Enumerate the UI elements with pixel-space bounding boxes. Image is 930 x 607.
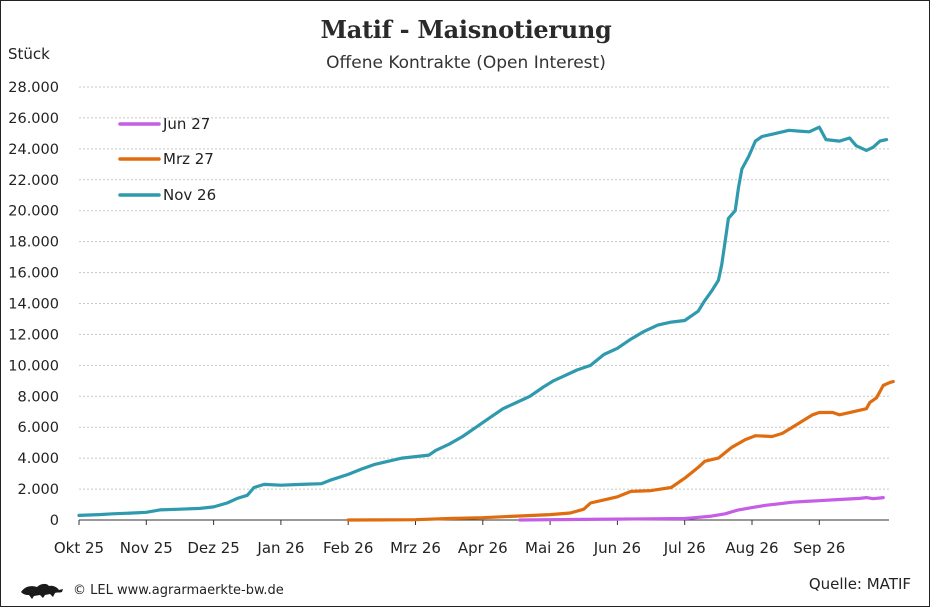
lion-logo-icon: [21, 583, 63, 599]
footer-copyright-text: © LEL www.agrarmaerkte-bw.de: [73, 582, 284, 598]
x-tick-label: Jul 26: [663, 539, 706, 557]
chart-subtitle: Offene Kontrakte (Open Interest): [326, 53, 606, 73]
y-tick-label: 28.000: [8, 80, 59, 96]
y-tick-label: 2.000: [17, 482, 59, 498]
x-tick-label: Feb 26: [323, 539, 373, 557]
x-tick-label: Dez 25: [187, 539, 240, 557]
x-tick-label: Nov 25: [120, 539, 173, 557]
legend-label-nov-26: Nov 26: [163, 186, 216, 204]
y-tick-label: 16.000: [8, 266, 59, 282]
legend-label-mrz-27: Mrz 27: [163, 150, 214, 168]
y-axis-unit-label: Stück: [8, 45, 50, 63]
y-tick-label: 22.000: [8, 173, 59, 189]
x-tick-label: Mrz 26: [390, 539, 441, 557]
y-tick-label: 8.000: [17, 389, 59, 405]
y-tick-label: 18.000: [8, 235, 59, 251]
footer-copyright: © LEL www.agrarmaerkte-bw.de: [19, 580, 284, 600]
y-tick-label: 0: [50, 513, 59, 529]
y-tick-label: 4.000: [17, 451, 59, 467]
y-tick-label: 6.000: [17, 420, 59, 436]
series-line-jun-27: [518, 496, 885, 522]
x-tick-label: Jan 26: [256, 539, 304, 557]
x-tick-label: Apr 26: [458, 539, 508, 557]
x-tick-label: Jun 26: [593, 539, 641, 557]
x-tick-label: Aug 26: [725, 539, 778, 557]
y-tick-label: 26.000: [8, 111, 59, 127]
x-tick-label: Sep 26: [793, 539, 845, 557]
y-tick-label: 12.000: [8, 327, 59, 343]
legend-label-jun-27: Jun 27: [162, 115, 210, 133]
series-line-nov-26: [77, 125, 889, 517]
series-line-mrz-27: [346, 380, 895, 522]
x-tick-label: Okt 25: [54, 539, 104, 557]
y-tick-label: 14.000: [8, 297, 59, 313]
y-tick-label: 20.000: [8, 204, 59, 220]
y-tick-label: 10.000: [8, 358, 59, 374]
x-tick-label: Mai 26: [525, 539, 575, 557]
footer-source: Quelle: MATIF: [808, 575, 911, 593]
y-tick-label: 24.000: [8, 142, 59, 158]
chart-title: Matif - Maisnotierung: [320, 15, 612, 44]
